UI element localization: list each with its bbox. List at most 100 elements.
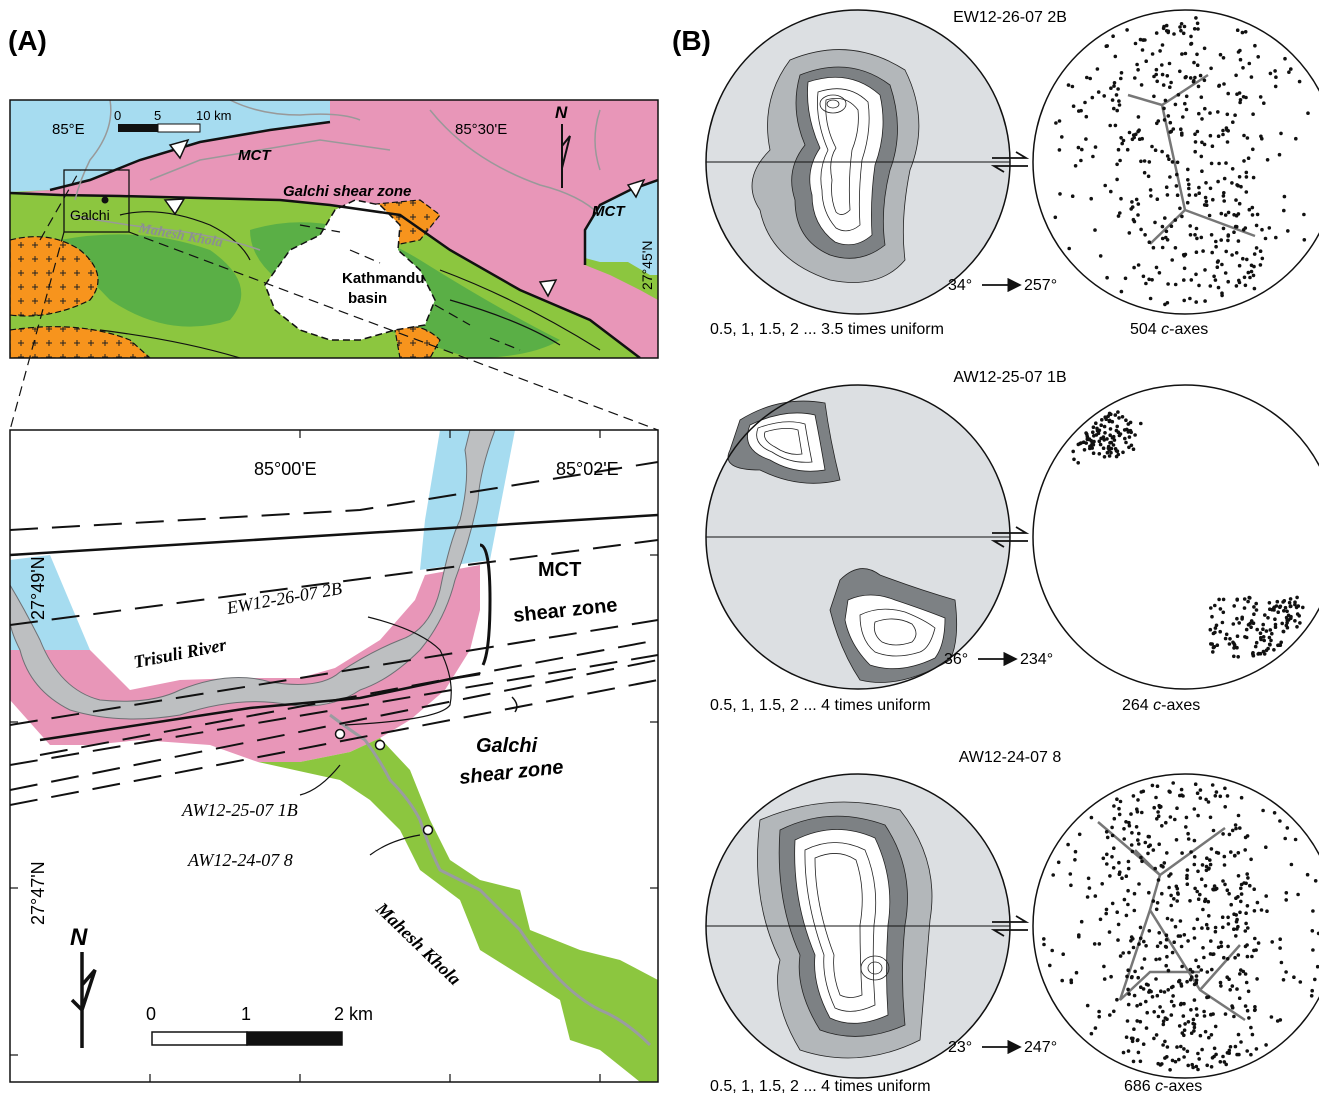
c-axis-point [1178, 934, 1183, 938]
contour-level-4 [817, 88, 870, 232]
c-axis-point [1093, 145, 1098, 149]
c-axis-point [1209, 161, 1214, 166]
c-axis-point [1110, 855, 1114, 859]
c-axis-point [1179, 28, 1183, 33]
c-axis-point [1284, 623, 1289, 628]
unit-contact [439, 269, 601, 351]
c-axis-point [1123, 276, 1128, 281]
c-axis-point [1159, 804, 1163, 809]
contour-plot-outline [705, 773, 1011, 1079]
c-axis-point [1172, 897, 1176, 901]
c-axis-point [1183, 1022, 1187, 1026]
shear-sense-icon-2 [990, 526, 1030, 548]
c-axis-point [1272, 606, 1276, 610]
c-axis-point [1254, 640, 1259, 645]
c-axis-point [1221, 132, 1225, 137]
c-axis-point [1249, 269, 1254, 274]
c-axis-point [1236, 212, 1241, 216]
c-axis-point [1177, 978, 1182, 983]
c-axis-point [1136, 263, 1141, 267]
c-axis-point [1193, 233, 1197, 237]
sample-title-3: AW12-24-07 8 [959, 749, 1062, 766]
c-axis-point [1213, 925, 1218, 930]
c-axis-point [1090, 95, 1095, 100]
c-axis-point [1071, 104, 1076, 108]
c-axis-point [1239, 795, 1244, 800]
c-axis-point [1178, 1002, 1183, 1007]
caxes-count-2: 264 c-axes [1122, 697, 1200, 714]
c-axis-point [1234, 198, 1238, 202]
c-axis-point [1285, 609, 1289, 614]
c-axis-point [1156, 878, 1161, 882]
contour-plot-2 [705, 384, 1011, 690]
c-axis-point [1136, 838, 1140, 842]
galchi-boundary-2 [10, 659, 658, 791]
c-axis-point [1191, 1021, 1195, 1026]
c-axis-point [1201, 946, 1205, 950]
c-axis-point [1167, 157, 1171, 161]
c-axis-point [1172, 1003, 1176, 1008]
c-axis-point [1198, 796, 1203, 800]
c-axis-point [1133, 76, 1137, 80]
c-axis-point [1110, 833, 1115, 838]
c-axis-point [1197, 111, 1201, 116]
c-axis-point [1157, 271, 1162, 275]
c-axis-point [1103, 431, 1107, 435]
c-axis-point [1157, 842, 1161, 846]
c-axis-point [1283, 836, 1287, 841]
c-axis-point [1165, 916, 1170, 921]
c-axis-point [1195, 63, 1200, 67]
c-axis-point [1051, 873, 1055, 877]
c-axis-point [1117, 860, 1121, 865]
c-axis-point [1147, 988, 1152, 993]
c-axis-point [1073, 164, 1078, 168]
c-axis-point [1110, 419, 1115, 424]
c-axis-point [1214, 790, 1219, 794]
c-axis-point [1066, 83, 1071, 87]
c-axis-point [1102, 977, 1107, 981]
c-axis-point [1262, 638, 1266, 643]
c-axis-point [1137, 831, 1141, 836]
c-axis-point [1113, 123, 1118, 128]
c-axis-point [1096, 90, 1101, 94]
c-axis-point [1268, 628, 1273, 632]
c-axis-point [1160, 245, 1165, 250]
c-axis-point [1222, 854, 1227, 859]
overview-scale-5: 5 [154, 108, 161, 123]
c-axis-point [1227, 891, 1231, 896]
c-axis-point [1284, 891, 1289, 895]
c-axis-point [1091, 442, 1096, 447]
c-axis-point [1219, 940, 1223, 945]
mct-line [10, 513, 658, 557]
c-axis-point [1192, 855, 1197, 859]
c-axis-point [1093, 1026, 1098, 1030]
c-axis-points [1071, 410, 1305, 659]
c-axis-point [1166, 988, 1170, 992]
c-axis-point [1223, 805, 1227, 809]
c-axis-point [1112, 438, 1117, 442]
c-axis-point [1126, 422, 1131, 426]
c-axis-point [1178, 206, 1182, 211]
detail-north-arrow: N [70, 924, 97, 1048]
c-axis-point [1305, 872, 1310, 877]
c-axis-point [1129, 843, 1134, 847]
c-axis-point [1150, 783, 1155, 788]
c-axis-point [1164, 229, 1169, 234]
scale-segment-white [151, 1031, 248, 1046]
detail-north-label: N [70, 924, 88, 951]
c-axis-point [1132, 135, 1136, 140]
c-axis-point [1140, 810, 1144, 815]
c-axis-point [1138, 925, 1143, 930]
c-axis-point [1048, 963, 1052, 968]
c-axis-point [1278, 1018, 1283, 1022]
c-axis-point [1168, 85, 1172, 89]
c-axis-point [1127, 950, 1131, 955]
contour-level-3 [756, 421, 813, 463]
c-axis-point [1180, 214, 1184, 219]
c-axis-point [1124, 1035, 1129, 1039]
c-axis-point [1111, 443, 1116, 447]
c-axis-point [1117, 103, 1122, 107]
c-axis-point [1131, 1059, 1136, 1064]
thrust-tooth [168, 138, 190, 160]
c-axis-point [1079, 158, 1083, 163]
